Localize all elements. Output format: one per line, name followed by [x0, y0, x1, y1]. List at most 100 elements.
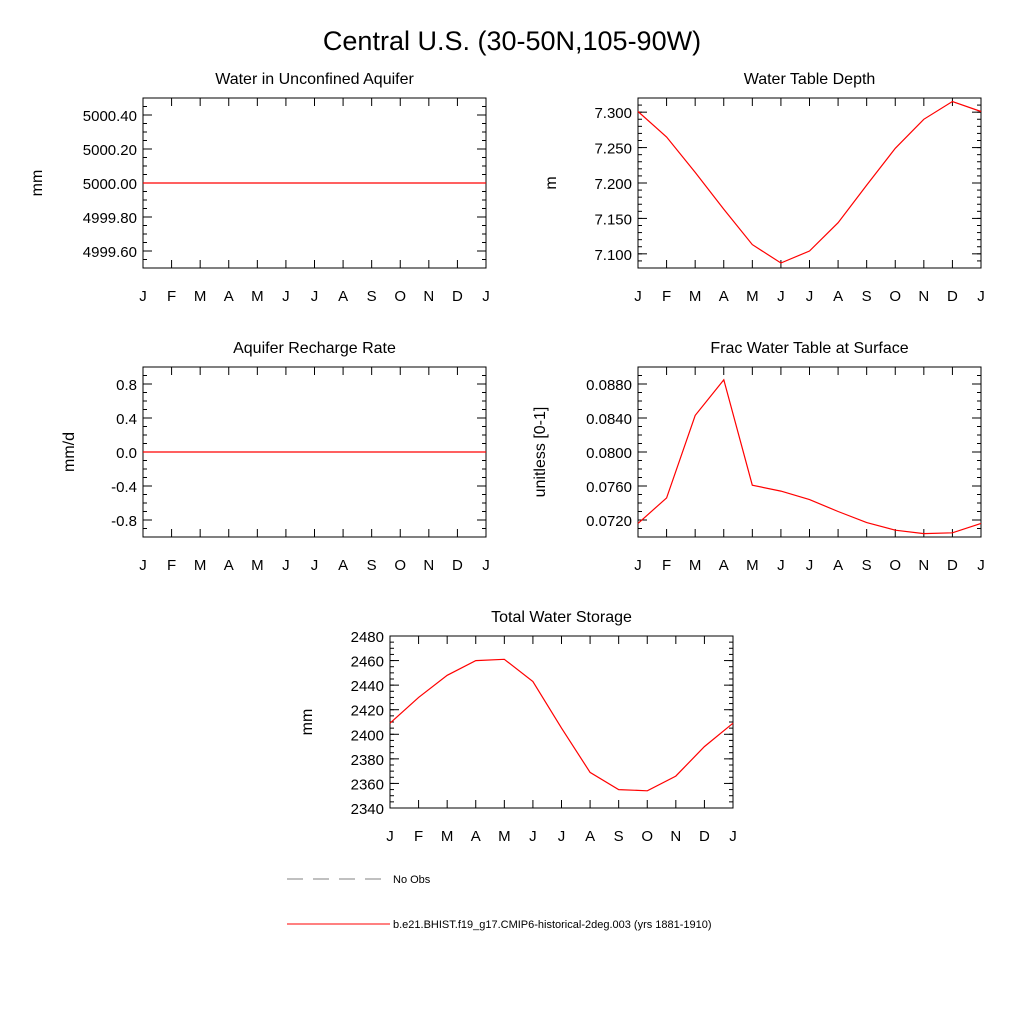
chart-title: Aquifer Recharge Rate: [233, 340, 396, 357]
x-tick-label: J: [282, 288, 290, 305]
x-tick-label: A: [224, 288, 234, 305]
y-tick-label: 2400: [351, 727, 384, 744]
x-tick-label: N: [423, 288, 434, 305]
x-tick-label: O: [889, 288, 901, 305]
x-tick-label: O: [889, 557, 901, 574]
x-tick-label: J: [139, 288, 147, 305]
x-tick-label: O: [641, 828, 653, 845]
y-tick-label: 0.0: [116, 445, 137, 462]
x-tick-label: J: [977, 557, 985, 574]
y-tick-label: -0.4: [111, 479, 137, 496]
x-tick-label: N: [918, 288, 929, 305]
x-tick-label: S: [367, 557, 377, 574]
x-tick-label: D: [947, 288, 958, 305]
page-title: Central U.S. (30-50N,105-90W): [323, 26, 701, 56]
legend-obs-label: No Obs: [393, 874, 431, 886]
plot-frame: [637, 366, 982, 538]
y-tick-label: 2480: [351, 629, 384, 646]
y-tick-label: 2420: [351, 703, 384, 720]
x-tick-label: M: [746, 557, 759, 574]
y-tick-label: 0.0840: [586, 411, 632, 428]
x-tick-label: F: [662, 288, 671, 305]
y-axis-label: unitless [0-1]: [532, 407, 549, 498]
y-tick-label: -0.8: [111, 513, 137, 530]
x-tick-label: A: [719, 288, 729, 305]
chart-title: Water in Unconfined Aquifer: [215, 71, 414, 88]
x-tick-label: N: [918, 557, 929, 574]
y-tick-label: 4999.60: [83, 244, 137, 261]
x-tick-label: A: [471, 828, 481, 845]
chart-title: Water Table Depth: [744, 71, 876, 88]
x-tick-label: J: [311, 288, 319, 305]
x-tick-label: N: [423, 557, 434, 574]
y-tick-label: 0.0880: [586, 377, 632, 394]
y-tick-label: 0.4: [116, 411, 137, 428]
series-line: [637, 378, 982, 535]
x-tick-label: M: [251, 557, 264, 574]
x-tick-label: M: [441, 828, 454, 845]
y-tick-label: 2360: [351, 776, 384, 793]
x-tick-label: F: [662, 557, 671, 574]
x-tick-label: A: [719, 557, 729, 574]
x-tick-label: M: [689, 288, 702, 305]
x-tick-label: M: [689, 557, 702, 574]
x-tick-label: J: [311, 557, 319, 574]
y-axis-label: m: [543, 176, 560, 189]
series-line: [389, 658, 734, 792]
x-tick-label: F: [167, 557, 176, 574]
x-tick-label: D: [452, 288, 463, 305]
y-tick-label: 0.0720: [586, 513, 632, 530]
y-tick-label: 7.150: [594, 211, 632, 228]
x-tick-label: M: [194, 557, 207, 574]
chart-frac-water-table: Frac Water Table at Surface unitless [0-1…: [532, 340, 985, 574]
x-tick-label: J: [634, 288, 642, 305]
x-tick-label: J: [482, 288, 490, 305]
x-tick-label: M: [746, 288, 759, 305]
x-tick-label: J: [482, 557, 490, 574]
y-tick-label: 2460: [351, 654, 384, 671]
y-tick-label: 2340: [351, 801, 384, 818]
x-tick-label: A: [338, 288, 348, 305]
y-tick-label: 2440: [351, 678, 384, 695]
x-tick-label: J: [529, 828, 537, 845]
legend-model-label: b.e21.BHIST.f19_g17.CMIP6-historical-2de…: [393, 919, 712, 931]
y-tick-label: 7.250: [594, 141, 632, 158]
x-tick-label: A: [833, 557, 843, 574]
y-tick-label: 0.0760: [586, 479, 632, 496]
plot-frame: [389, 635, 734, 809]
series-line: [637, 100, 982, 264]
x-tick-label: N: [670, 828, 681, 845]
x-tick-label: J: [806, 557, 814, 574]
y-axis-label: mm: [29, 170, 46, 197]
x-tick-label: J: [777, 557, 785, 574]
x-tick-label: J: [558, 828, 566, 845]
chart-title: Total Water Storage: [491, 609, 632, 626]
x-tick-label: S: [862, 288, 872, 305]
y-tick-label: 4999.80: [83, 210, 137, 227]
y-tick-label: 5000.20: [83, 142, 137, 159]
x-tick-label: J: [386, 828, 394, 845]
x-tick-label: J: [777, 288, 785, 305]
x-tick-label: M: [498, 828, 511, 845]
y-axis-label: mm: [299, 709, 316, 736]
x-tick-label: F: [167, 288, 176, 305]
x-tick-label: J: [729, 828, 737, 845]
x-tick-label: A: [585, 828, 595, 845]
x-tick-label: O: [394, 288, 406, 305]
legend: No Obs b.e21.BHIST.f19_g17.CMIP6-histori…: [287, 874, 712, 931]
x-tick-label: A: [833, 288, 843, 305]
x-tick-label: M: [251, 288, 264, 305]
x-tick-label: J: [634, 557, 642, 574]
x-tick-label: S: [862, 557, 872, 574]
x-tick-label: S: [614, 828, 624, 845]
x-tick-label: D: [452, 557, 463, 574]
y-tick-label: 5000.40: [83, 108, 137, 125]
y-tick-label: 7.200: [594, 176, 632, 193]
y-tick-label: 0.0800: [586, 445, 632, 462]
x-tick-label: J: [806, 288, 814, 305]
